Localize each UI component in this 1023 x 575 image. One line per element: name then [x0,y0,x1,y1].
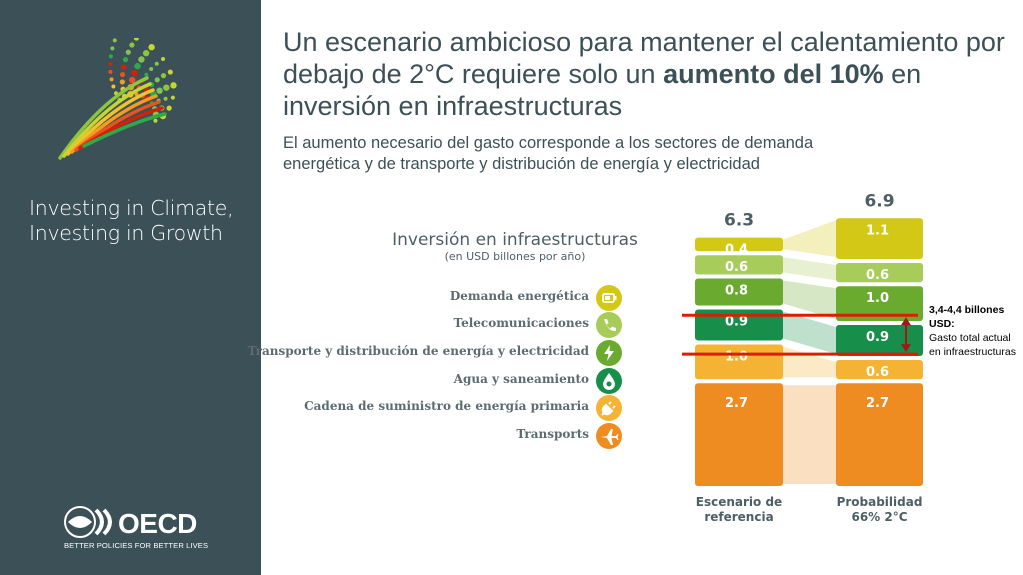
annotation-text: Gasto total actual en infraestructuras [929,332,1016,358]
data-label-0-1: 1.0 [725,349,748,364]
oecd-logo-icon [64,506,112,538]
bar-0-segment-2 [695,309,783,341]
bar-1-segment-5 [836,218,923,259]
chart-subtitle: (en USD billones por año) [444,250,586,263]
slide-subtitle: El aumento necesario del gasto correspon… [283,134,814,173]
bar-0-segment-4 [695,255,783,275]
data-label-0-4: 0.6 [725,260,748,275]
legend-label-3: Agua y saneamiento [453,372,589,386]
bar-1-segment-0 [836,383,923,486]
data-label-1-2: 0.9 [866,330,889,345]
airplane-icon [596,423,622,449]
legend-label-5: Transports [516,427,589,441]
sidebar: Investing in Climate, Investing in Growt… [0,0,261,575]
total-label-1: 6.9 [864,191,894,211]
bar-0-segment-3 [695,278,783,306]
legend-label-1: Telecomunicaciones [453,316,589,330]
oecd-wordmark: OECD [118,508,197,539]
bar-1-segment-3 [836,286,923,322]
chart-title: Inversión en infraestructuras [392,230,638,250]
sidebar-tagline: Investing in Climate, Investing in Growt… [29,196,234,245]
bar-1-segment-4 [836,262,923,283]
water-drop-icon [596,368,622,394]
bar-1-segment-2 [836,325,923,356]
oecd-motto: BETTER POLICIES FOR BETTER LIVES [64,541,209,550]
annotation-amount: 3,4-4,4 billones USD: [929,304,1005,330]
phone-icon [596,312,622,338]
data-label-1-3: 1.0 [866,291,889,306]
bar-1-segment-1 [836,359,923,380]
connector-0 [783,385,836,484]
data-label-1-4: 0.6 [866,268,889,283]
bar-0-segment-0 [695,383,783,486]
data-label-1-5: 1.1 [866,223,889,238]
category-label-0-1: referencia [704,510,773,524]
legend-label-0: Demanda energética [449,289,589,303]
connector-4 [783,257,836,281]
data-label-1-1: 0.6 [866,365,889,380]
range-arrow-up-icon [901,317,911,326]
bar-0-segment-5 [695,237,783,252]
plug-icon [596,395,622,421]
annotation: 3,4-4,4 billones USD: Gasto total actual… [929,303,1023,359]
data-label-0-0: 2.7 [725,396,748,411]
slide-title: Un escenario ambicioso para mantener el … [283,27,1005,121]
data-label-0-3: 0.8 [725,283,748,298]
data-label-0-5: 0.4 [725,243,748,258]
legend-label-4: Cadena de suministro de energía primaria [304,399,589,413]
data-label-1-0: 2.7 [866,396,889,411]
category-label-0-0: Escenario de [696,495,782,509]
connector-5 [783,220,836,257]
connector-3 [783,280,836,320]
legend-label-2: Transporte y distribución de energía y e… [247,344,589,358]
category-label-1-1: 66% 2°C [851,510,907,524]
lightning-icon [596,340,622,366]
connector-2 [783,311,836,354]
range-arrow-down-icon [901,344,911,353]
climate-growth-logo-icon [58,38,177,160]
battery-icon [596,285,622,311]
total-label-0: 6.3 [724,211,754,231]
category-label-1-0: Probabilidad [837,495,923,509]
data-label-0-2: 0.9 [725,315,748,330]
